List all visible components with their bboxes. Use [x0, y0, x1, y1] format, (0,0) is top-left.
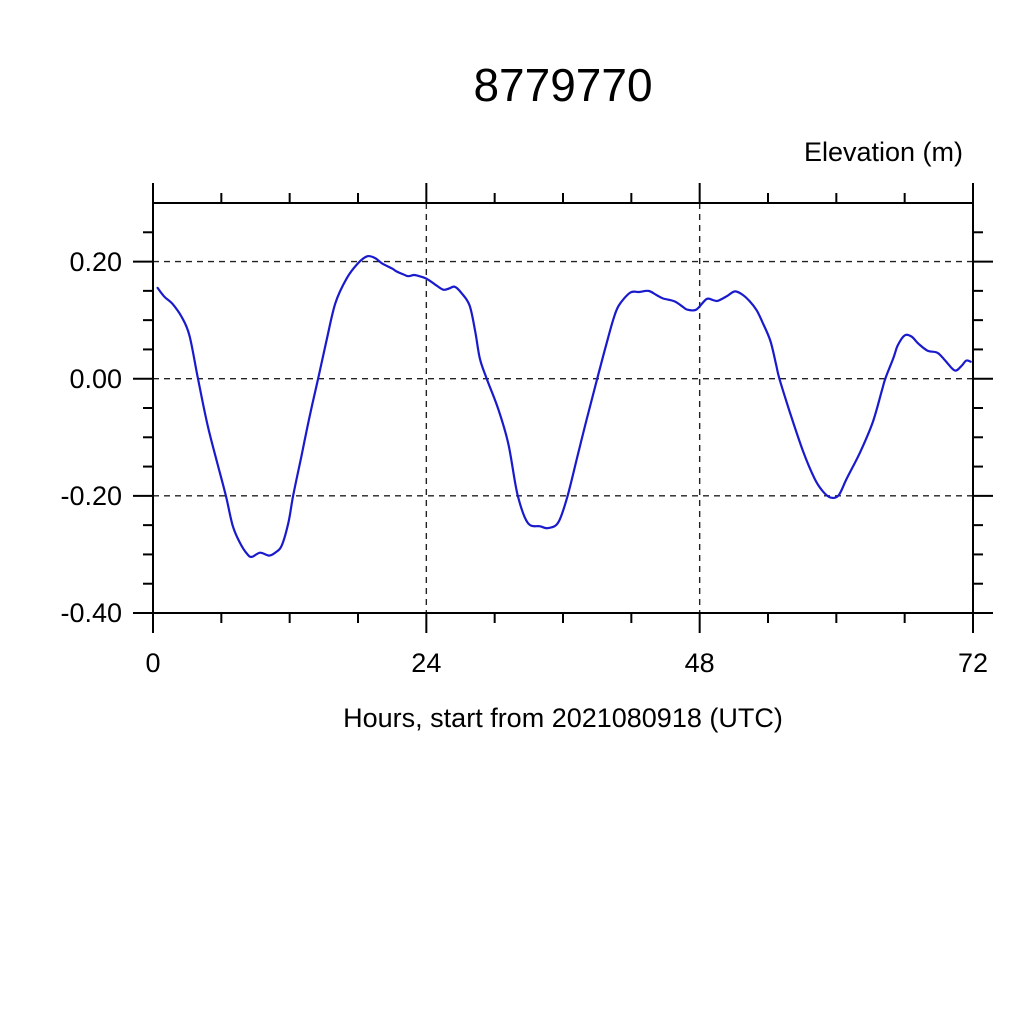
x-tick-label: 0: [145, 648, 161, 678]
y-tick-label: -0.20: [60, 480, 122, 511]
y-tick-label: 0.20: [69, 246, 122, 277]
y-tick-label: -0.40: [60, 598, 122, 628]
x-tick-label: 72: [957, 648, 989, 678]
y-tick-label: 0.00: [69, 363, 122, 394]
x-tick-label: 24: [411, 648, 442, 678]
chart-title: 8779770: [473, 59, 653, 111]
y-axis-title: Elevation (m): [803, 137, 963, 167]
x-axis-title: Hours, start from 2021080918 (UTC): [343, 703, 783, 733]
elevation-line: [156, 254, 972, 559]
x-tick-label: 48: [684, 648, 715, 678]
